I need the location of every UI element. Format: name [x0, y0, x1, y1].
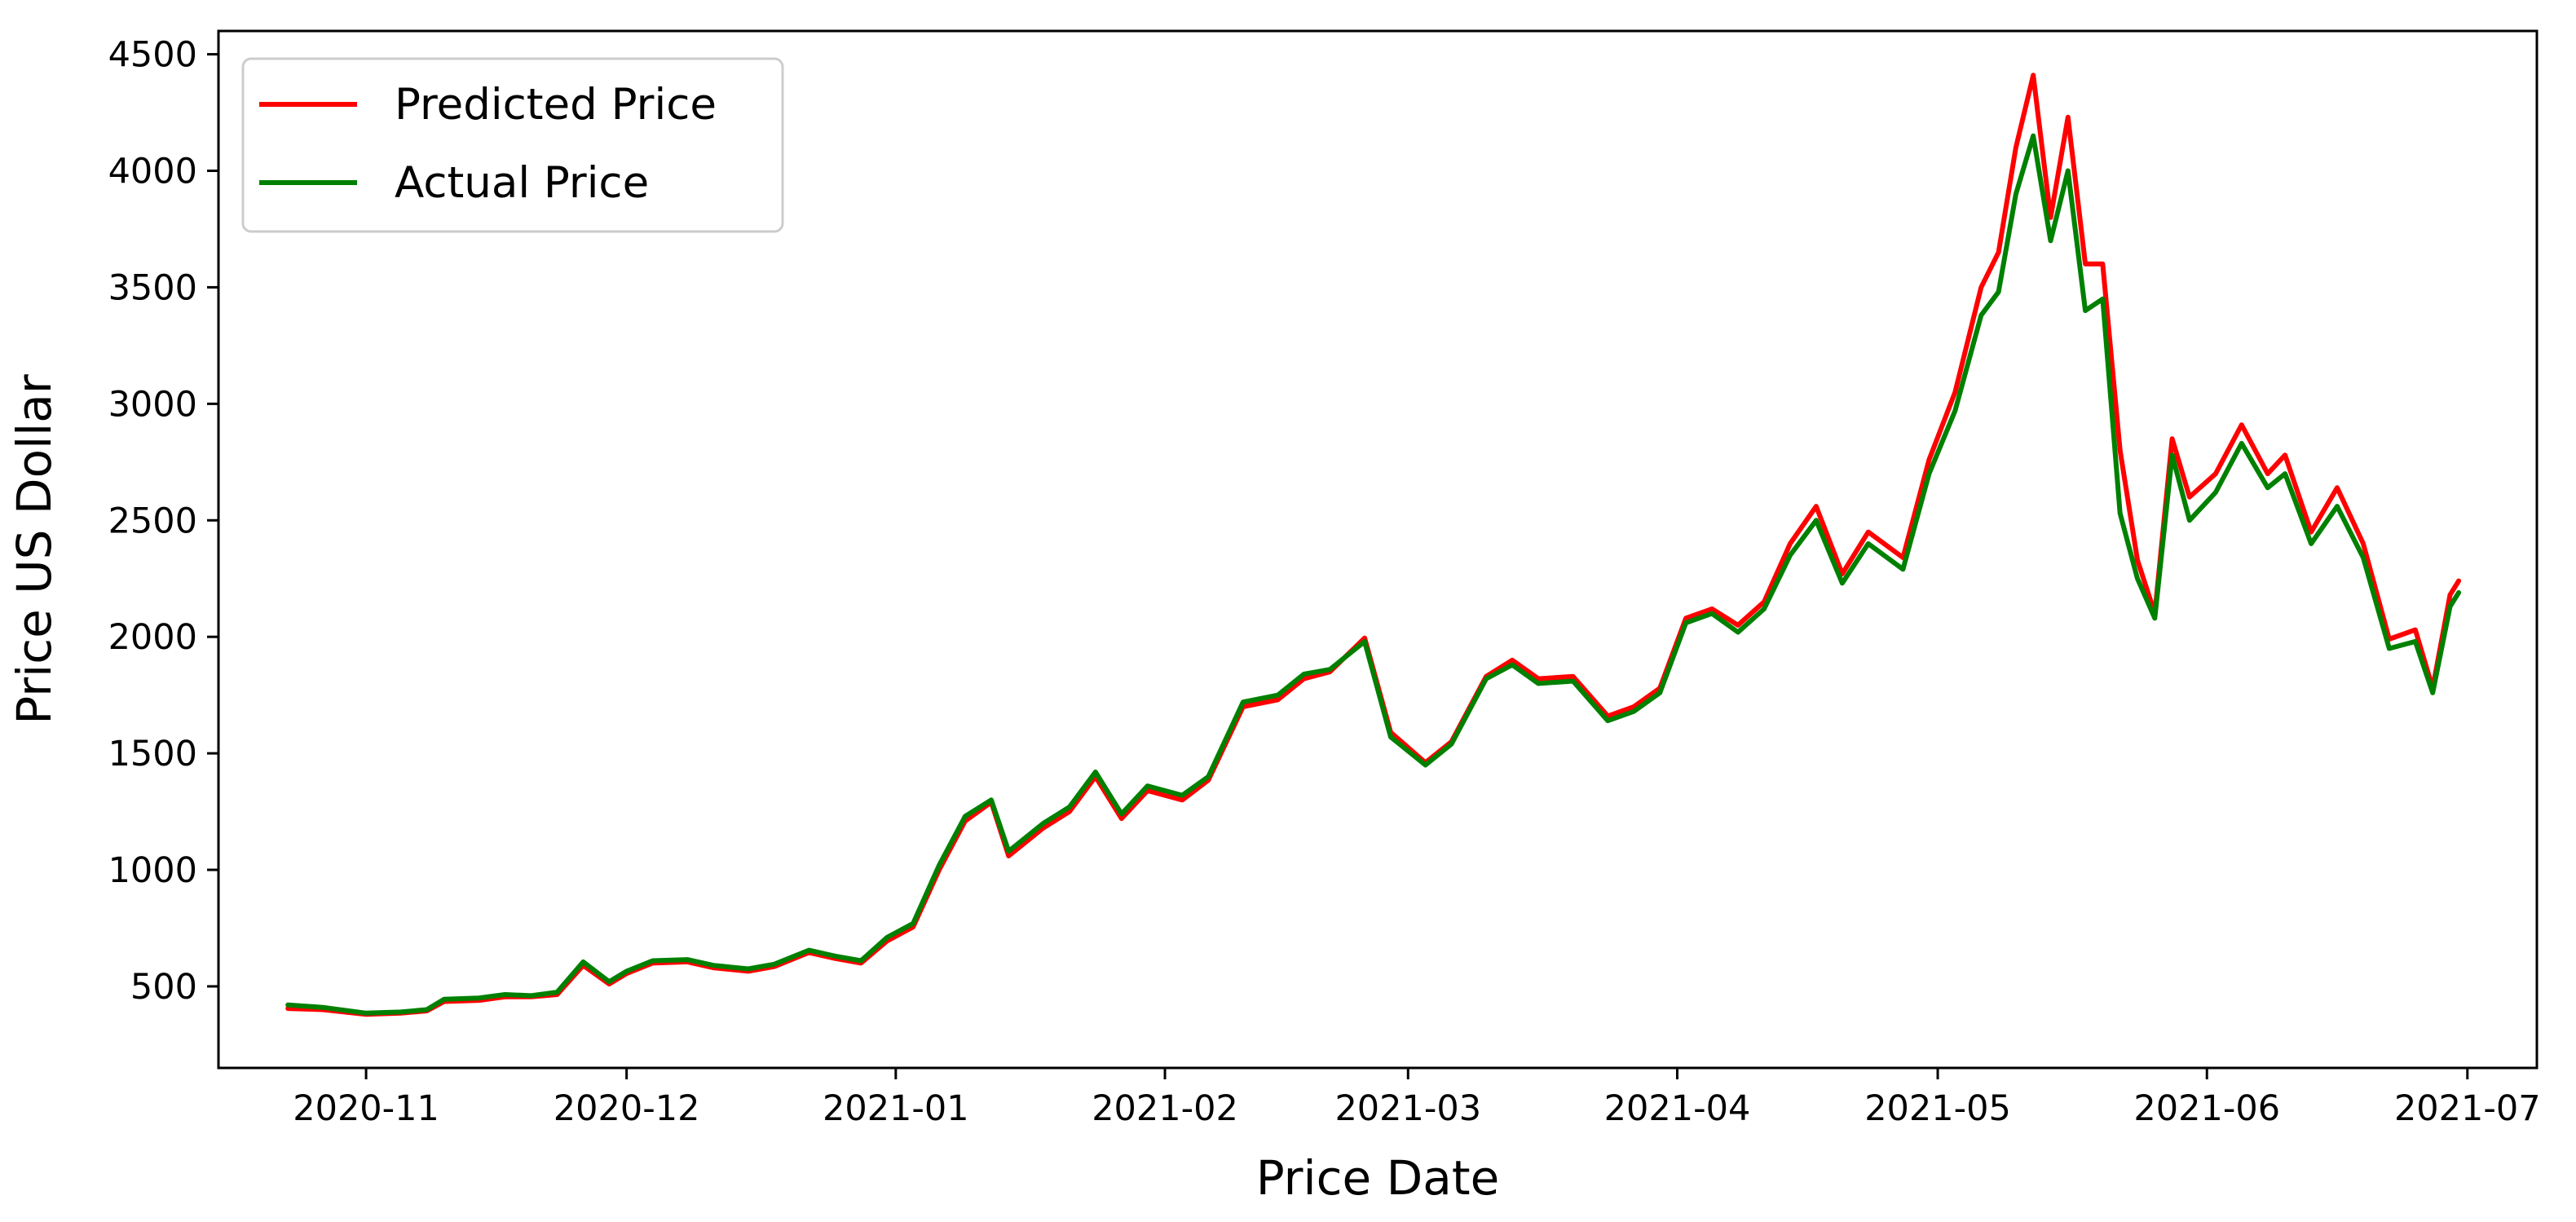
y-tick-label: 3000: [108, 384, 197, 425]
legend-label-actual-price: Actual Price: [395, 158, 649, 208]
x-axis-title: Price Date: [1256, 1150, 1500, 1206]
series-layer: [285, 73, 2462, 1017]
x-tick-label: 2021-03: [1334, 1088, 1481, 1129]
x-tick-label: 2021-02: [1092, 1088, 1238, 1129]
series-line-actual-price: [285, 133, 2462, 1016]
y-tick-label: 3500: [108, 267, 197, 308]
axes-layer: 500 1000 1500 2000 2500 3000 3500 4000 4500 2020-…: [108, 29, 2541, 1129]
y-tick-label: 500: [130, 967, 197, 1008]
y-tick-label: 2000: [108, 617, 197, 658]
y-axis-title: Price US Dollar: [7, 374, 62, 725]
y-tick-label: 2500: [108, 501, 197, 541]
x-tick-label: 2020-12: [554, 1088, 700, 1129]
plot-frame: [217, 29, 2539, 1070]
x-tick-label: 2021-01: [823, 1088, 969, 1129]
y-tick-label: 4500: [108, 35, 197, 76]
y-tick-label: 1000: [108, 850, 197, 891]
y-tick-label: 4000: [108, 152, 197, 192]
x-tick-label: 2021-07: [2394, 1088, 2541, 1129]
legend: Predicted Price Actual Price: [241, 57, 784, 233]
x-tick-label: 2021-04: [1604, 1088, 1751, 1129]
x-tick-label: 2021-06: [2133, 1088, 2280, 1129]
legend-box: [241, 57, 784, 233]
y-tick-label: 1500: [108, 734, 197, 774]
legend-label-predicted-price: Predicted Price: [395, 80, 717, 130]
x-tick-label: 2021-05: [1864, 1088, 2011, 1129]
x-tick-label: 2020-11: [293, 1088, 439, 1129]
